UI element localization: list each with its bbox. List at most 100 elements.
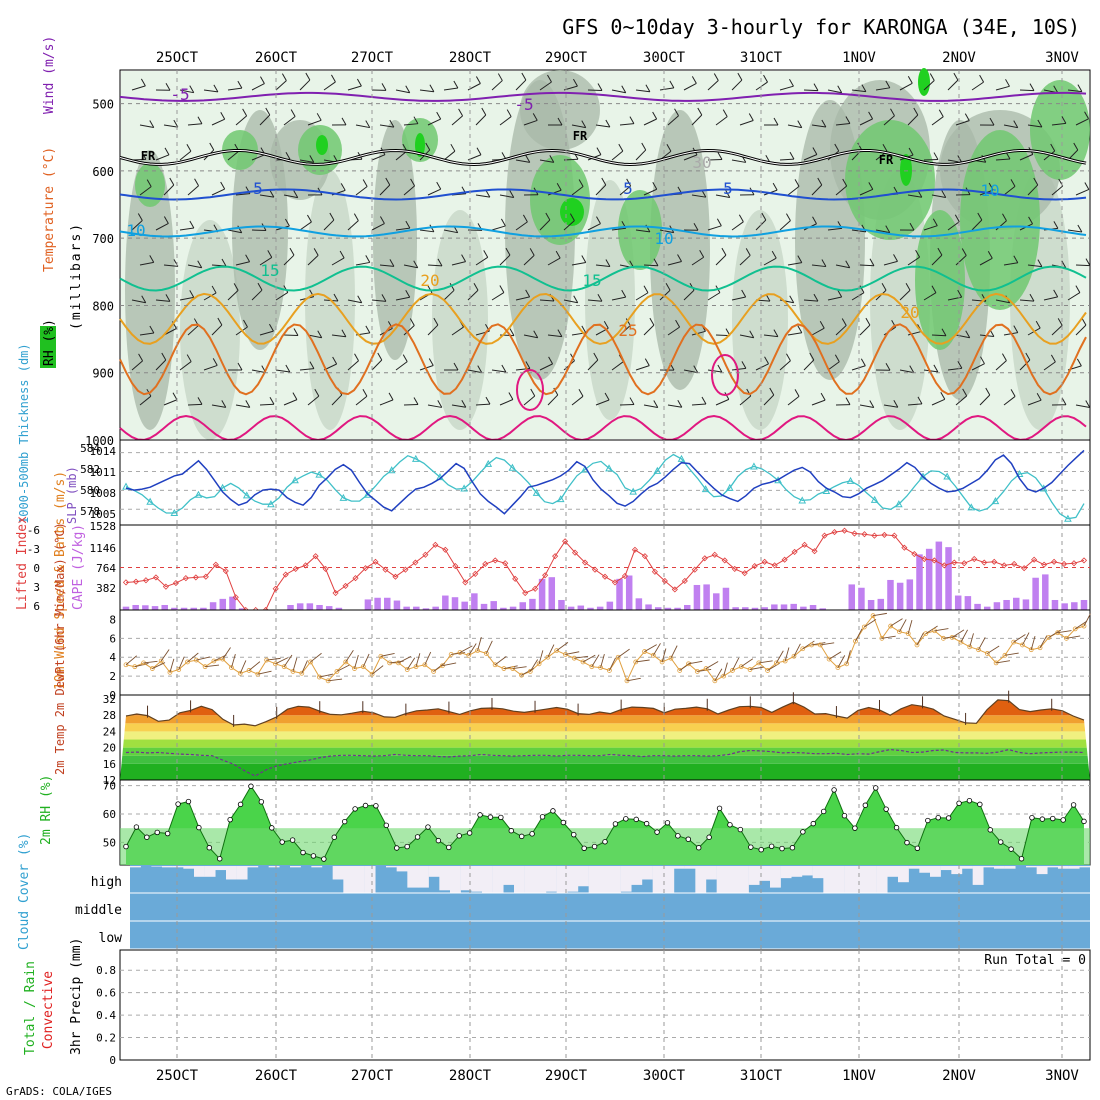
li-marker xyxy=(701,555,708,562)
slp-marker xyxy=(822,486,831,494)
li-marker xyxy=(921,555,928,563)
wind-barb xyxy=(635,89,650,93)
wind-barb-flag xyxy=(313,248,319,256)
wind-barb xyxy=(547,189,562,196)
li-marker xyxy=(621,572,629,580)
wind-speed-marker xyxy=(457,650,463,655)
wind-barb-flag xyxy=(357,295,363,304)
wind-barb-flag xyxy=(940,392,946,400)
wind-barb-flag xyxy=(413,116,419,124)
wind-barb xyxy=(947,79,959,91)
li-marker xyxy=(522,589,529,597)
wind-barb-flag xyxy=(933,152,939,160)
cloud-gap xyxy=(631,866,643,885)
rh-marker xyxy=(591,843,598,850)
contour-label: 20 xyxy=(900,303,919,322)
wind-barb-flag xyxy=(138,353,144,362)
wind-barb xyxy=(803,154,818,161)
thickness-tick-label: 584 xyxy=(80,442,100,455)
wind-barb-flag xyxy=(618,143,624,152)
wind-barb xyxy=(251,369,266,374)
cape-bar xyxy=(190,607,197,610)
wind-speed-marker xyxy=(826,656,832,662)
wind-barb-flag xyxy=(1037,259,1043,267)
wind-barb-flag xyxy=(604,392,610,401)
cape-bar xyxy=(751,607,759,610)
wind-barb xyxy=(595,399,610,406)
cape-bar xyxy=(567,606,575,610)
wind-barb xyxy=(131,360,143,371)
wind-barb xyxy=(515,296,530,301)
rh-moist-region xyxy=(530,155,590,245)
wind-barb-flag xyxy=(645,84,651,92)
wind-barb xyxy=(587,359,599,371)
wind-speed-marker xyxy=(1028,647,1034,653)
rh-marker xyxy=(841,813,848,819)
wind-barb-flag xyxy=(1077,224,1083,233)
wind-barb-flag xyxy=(789,78,794,87)
rh-marker xyxy=(1050,815,1056,822)
pressure-tick-label: 1000 xyxy=(85,434,114,448)
wind-barb xyxy=(491,292,505,301)
cloud-gap xyxy=(812,866,824,879)
wind-10m-barb xyxy=(345,649,354,663)
wind-barb xyxy=(379,124,394,128)
slp-tick-label: 1008 xyxy=(90,487,117,500)
cloud-gap xyxy=(290,866,301,868)
date-label-top: 26OCT xyxy=(255,50,298,66)
wind-barb xyxy=(803,299,818,302)
cape-bar xyxy=(867,599,875,610)
wind-barb-flag xyxy=(307,214,312,223)
cape-bar xyxy=(500,607,507,610)
rh-shade-region xyxy=(732,210,788,430)
cloud-gap xyxy=(759,866,771,881)
wind-barb-flag xyxy=(653,400,659,408)
li-marker xyxy=(472,570,479,577)
li-marker xyxy=(971,555,978,563)
contour-label: 15 xyxy=(260,261,279,280)
li-marker xyxy=(931,557,938,564)
slp-marker xyxy=(484,459,493,467)
precip-tick-label: 0.6 xyxy=(96,987,116,1000)
wind-speed-marker xyxy=(281,664,287,670)
wind-barb-flag xyxy=(772,182,778,191)
rh-marker xyxy=(696,845,702,851)
wind-barb xyxy=(299,368,314,371)
li-marker xyxy=(532,585,539,592)
wind-10m-barb xyxy=(644,644,657,652)
li-marker xyxy=(482,560,489,568)
contour-label: -5 xyxy=(170,85,189,104)
wind-barb xyxy=(995,85,1010,91)
wind-barb xyxy=(1051,325,1063,336)
cape-bar xyxy=(703,584,710,610)
rh-marker xyxy=(133,824,140,830)
wind-10m-barb xyxy=(775,650,784,664)
wind-barb-flag xyxy=(842,178,848,187)
wind-10m-barb xyxy=(336,664,350,672)
wind-barb-flag xyxy=(437,400,443,408)
rh-shading xyxy=(121,68,1090,440)
wind-barb xyxy=(235,115,247,126)
slp-axis-label: SLP (mb) xyxy=(65,466,79,524)
wind-barb-flag xyxy=(309,361,315,369)
wind-barb xyxy=(371,154,386,161)
profile-panel: 500 600 700 800 900 1000 -5 -5 FR FR FR 5 5 5 10 10 10 1… xyxy=(40,36,1091,448)
wind-10m-barb xyxy=(864,618,877,628)
cape-bar xyxy=(422,608,430,610)
wind-barb xyxy=(1003,124,1018,129)
cape-bar xyxy=(809,604,817,610)
li-marker xyxy=(911,550,918,558)
wind-barb xyxy=(307,254,319,266)
rh-marker xyxy=(768,843,775,849)
rh-marker xyxy=(1018,856,1025,862)
credit-label: GrADS: COLA/IGES xyxy=(6,1085,112,1098)
wind-barb xyxy=(395,150,408,161)
cape-bar xyxy=(490,601,497,610)
wind-barb xyxy=(875,87,890,91)
wind-barb-flag xyxy=(450,143,456,152)
cape-bar xyxy=(335,607,343,610)
wind-barb-flag xyxy=(221,400,227,408)
cape-tick-label: 764 xyxy=(96,562,116,575)
cape-bar xyxy=(1022,599,1030,610)
wind-barb-flag xyxy=(1084,111,1089,120)
